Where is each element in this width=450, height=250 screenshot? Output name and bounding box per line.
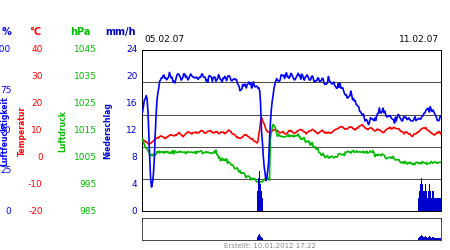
Bar xyxy=(260,184,261,211)
Bar xyxy=(437,198,438,211)
Text: -10: -10 xyxy=(28,180,43,189)
Bar xyxy=(423,238,425,240)
Bar xyxy=(427,198,428,211)
Bar xyxy=(435,238,436,240)
Bar xyxy=(258,178,260,211)
Bar xyxy=(424,237,426,240)
Bar xyxy=(439,238,440,240)
Bar xyxy=(260,236,261,240)
Text: 1015: 1015 xyxy=(74,126,97,135)
Text: 50: 50 xyxy=(0,126,11,135)
Text: 1005: 1005 xyxy=(74,153,97,162)
Text: 985: 985 xyxy=(80,207,97,216)
Bar xyxy=(422,236,423,240)
Bar xyxy=(432,198,433,211)
Text: 05.02.07: 05.02.07 xyxy=(144,35,184,44)
Bar xyxy=(259,234,261,240)
Bar xyxy=(261,191,262,211)
Bar xyxy=(427,238,428,240)
Bar xyxy=(428,237,429,240)
Bar xyxy=(419,237,420,240)
Bar xyxy=(432,237,434,240)
Bar xyxy=(419,191,420,211)
Bar xyxy=(430,191,431,211)
Bar xyxy=(257,237,259,240)
Text: hPa: hPa xyxy=(70,28,90,38)
Text: mm/h: mm/h xyxy=(105,28,136,38)
Text: %: % xyxy=(2,28,12,38)
Bar xyxy=(423,191,424,211)
Text: -20: -20 xyxy=(28,207,43,216)
Text: Luftdruck: Luftdruck xyxy=(58,110,68,152)
Bar xyxy=(434,198,436,211)
Bar xyxy=(433,198,435,211)
Bar xyxy=(432,191,434,211)
Text: 995: 995 xyxy=(80,180,97,189)
Text: 11.02.07: 11.02.07 xyxy=(399,35,439,44)
Bar xyxy=(428,191,429,211)
Text: 40: 40 xyxy=(32,46,43,54)
Text: Erstellt: 10.01.2012 17:22: Erstellt: 10.01.2012 17:22 xyxy=(224,243,316,249)
Bar xyxy=(431,238,432,240)
Text: 100: 100 xyxy=(0,46,11,54)
Text: 20: 20 xyxy=(126,72,137,81)
Bar xyxy=(435,198,436,211)
Bar xyxy=(418,198,419,211)
Bar xyxy=(420,184,421,211)
Text: 30: 30 xyxy=(31,72,43,81)
Bar xyxy=(258,235,260,240)
Bar xyxy=(440,238,441,240)
Bar xyxy=(429,184,430,211)
Bar xyxy=(436,198,437,211)
Text: 0: 0 xyxy=(5,207,11,216)
Bar xyxy=(425,236,427,240)
Bar xyxy=(432,238,433,240)
Bar xyxy=(429,236,430,240)
Bar xyxy=(438,198,439,211)
Bar xyxy=(262,198,263,211)
Bar xyxy=(431,198,432,211)
Bar xyxy=(437,238,438,240)
Bar xyxy=(438,238,439,240)
Text: 10: 10 xyxy=(31,126,43,135)
Text: 4: 4 xyxy=(131,180,137,189)
Text: 75: 75 xyxy=(0,86,11,95)
Text: Niederschlag: Niederschlag xyxy=(104,102,112,159)
Bar xyxy=(418,238,419,240)
Text: 25: 25 xyxy=(0,166,11,175)
Text: 1035: 1035 xyxy=(74,72,97,81)
Text: 8: 8 xyxy=(131,153,137,162)
Bar xyxy=(420,236,421,240)
Bar xyxy=(440,198,441,211)
Bar xyxy=(257,191,259,211)
Bar xyxy=(439,198,440,211)
Bar xyxy=(421,178,422,211)
Bar xyxy=(426,237,428,240)
Text: 16: 16 xyxy=(126,99,137,108)
Text: 1025: 1025 xyxy=(74,99,97,108)
Bar xyxy=(434,238,436,240)
Bar xyxy=(433,238,435,240)
Text: 0: 0 xyxy=(37,153,43,162)
Text: 24: 24 xyxy=(126,46,137,54)
Bar xyxy=(436,238,437,240)
Bar xyxy=(422,184,423,211)
Text: Temperatur: Temperatur xyxy=(18,106,27,156)
Bar xyxy=(423,198,425,211)
Text: 1045: 1045 xyxy=(74,46,97,54)
Text: Luftfeuchtigkeit: Luftfeuchtigkeit xyxy=(0,96,9,166)
Bar xyxy=(261,237,262,240)
Text: 0: 0 xyxy=(131,207,137,216)
Bar xyxy=(424,191,426,211)
Bar xyxy=(421,235,422,240)
Bar xyxy=(262,238,263,240)
Bar xyxy=(423,237,424,240)
Bar xyxy=(430,237,431,240)
Bar xyxy=(259,171,261,211)
Text: 20: 20 xyxy=(32,99,43,108)
Bar xyxy=(425,184,427,211)
Bar xyxy=(426,191,428,211)
Text: 12: 12 xyxy=(126,126,137,135)
Text: °C: °C xyxy=(29,28,41,38)
